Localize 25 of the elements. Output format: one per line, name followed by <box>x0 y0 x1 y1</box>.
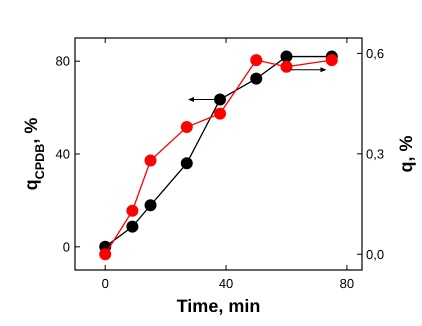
point <box>214 93 226 106</box>
y2-tick-label: 0,6 <box>366 46 384 61</box>
x-tick-label: 80 <box>340 276 354 291</box>
y-tick-label: 40 <box>56 146 70 162</box>
point <box>126 204 138 217</box>
y-tick-label: 0 <box>62 239 70 254</box>
y-tick-label: 80 <box>56 54 70 69</box>
point <box>250 72 262 85</box>
point <box>144 154 157 167</box>
point <box>126 220 138 233</box>
point <box>180 157 193 170</box>
point <box>144 199 157 212</box>
x-tick-label: 40 <box>218 276 234 291</box>
y2-tick-label: 0,3 <box>366 146 384 162</box>
point <box>214 108 226 120</box>
y2-axis-title: q, % <box>396 135 416 173</box>
x-axis-title: Time, min <box>176 296 260 316</box>
point <box>326 54 338 66</box>
x-tick-label: 0 <box>102 276 109 291</box>
y2-tick-label: 0,0 <box>366 246 384 262</box>
point <box>180 121 193 134</box>
point <box>280 60 292 73</box>
point <box>250 54 262 66</box>
point <box>99 248 112 260</box>
point <box>280 50 292 63</box>
